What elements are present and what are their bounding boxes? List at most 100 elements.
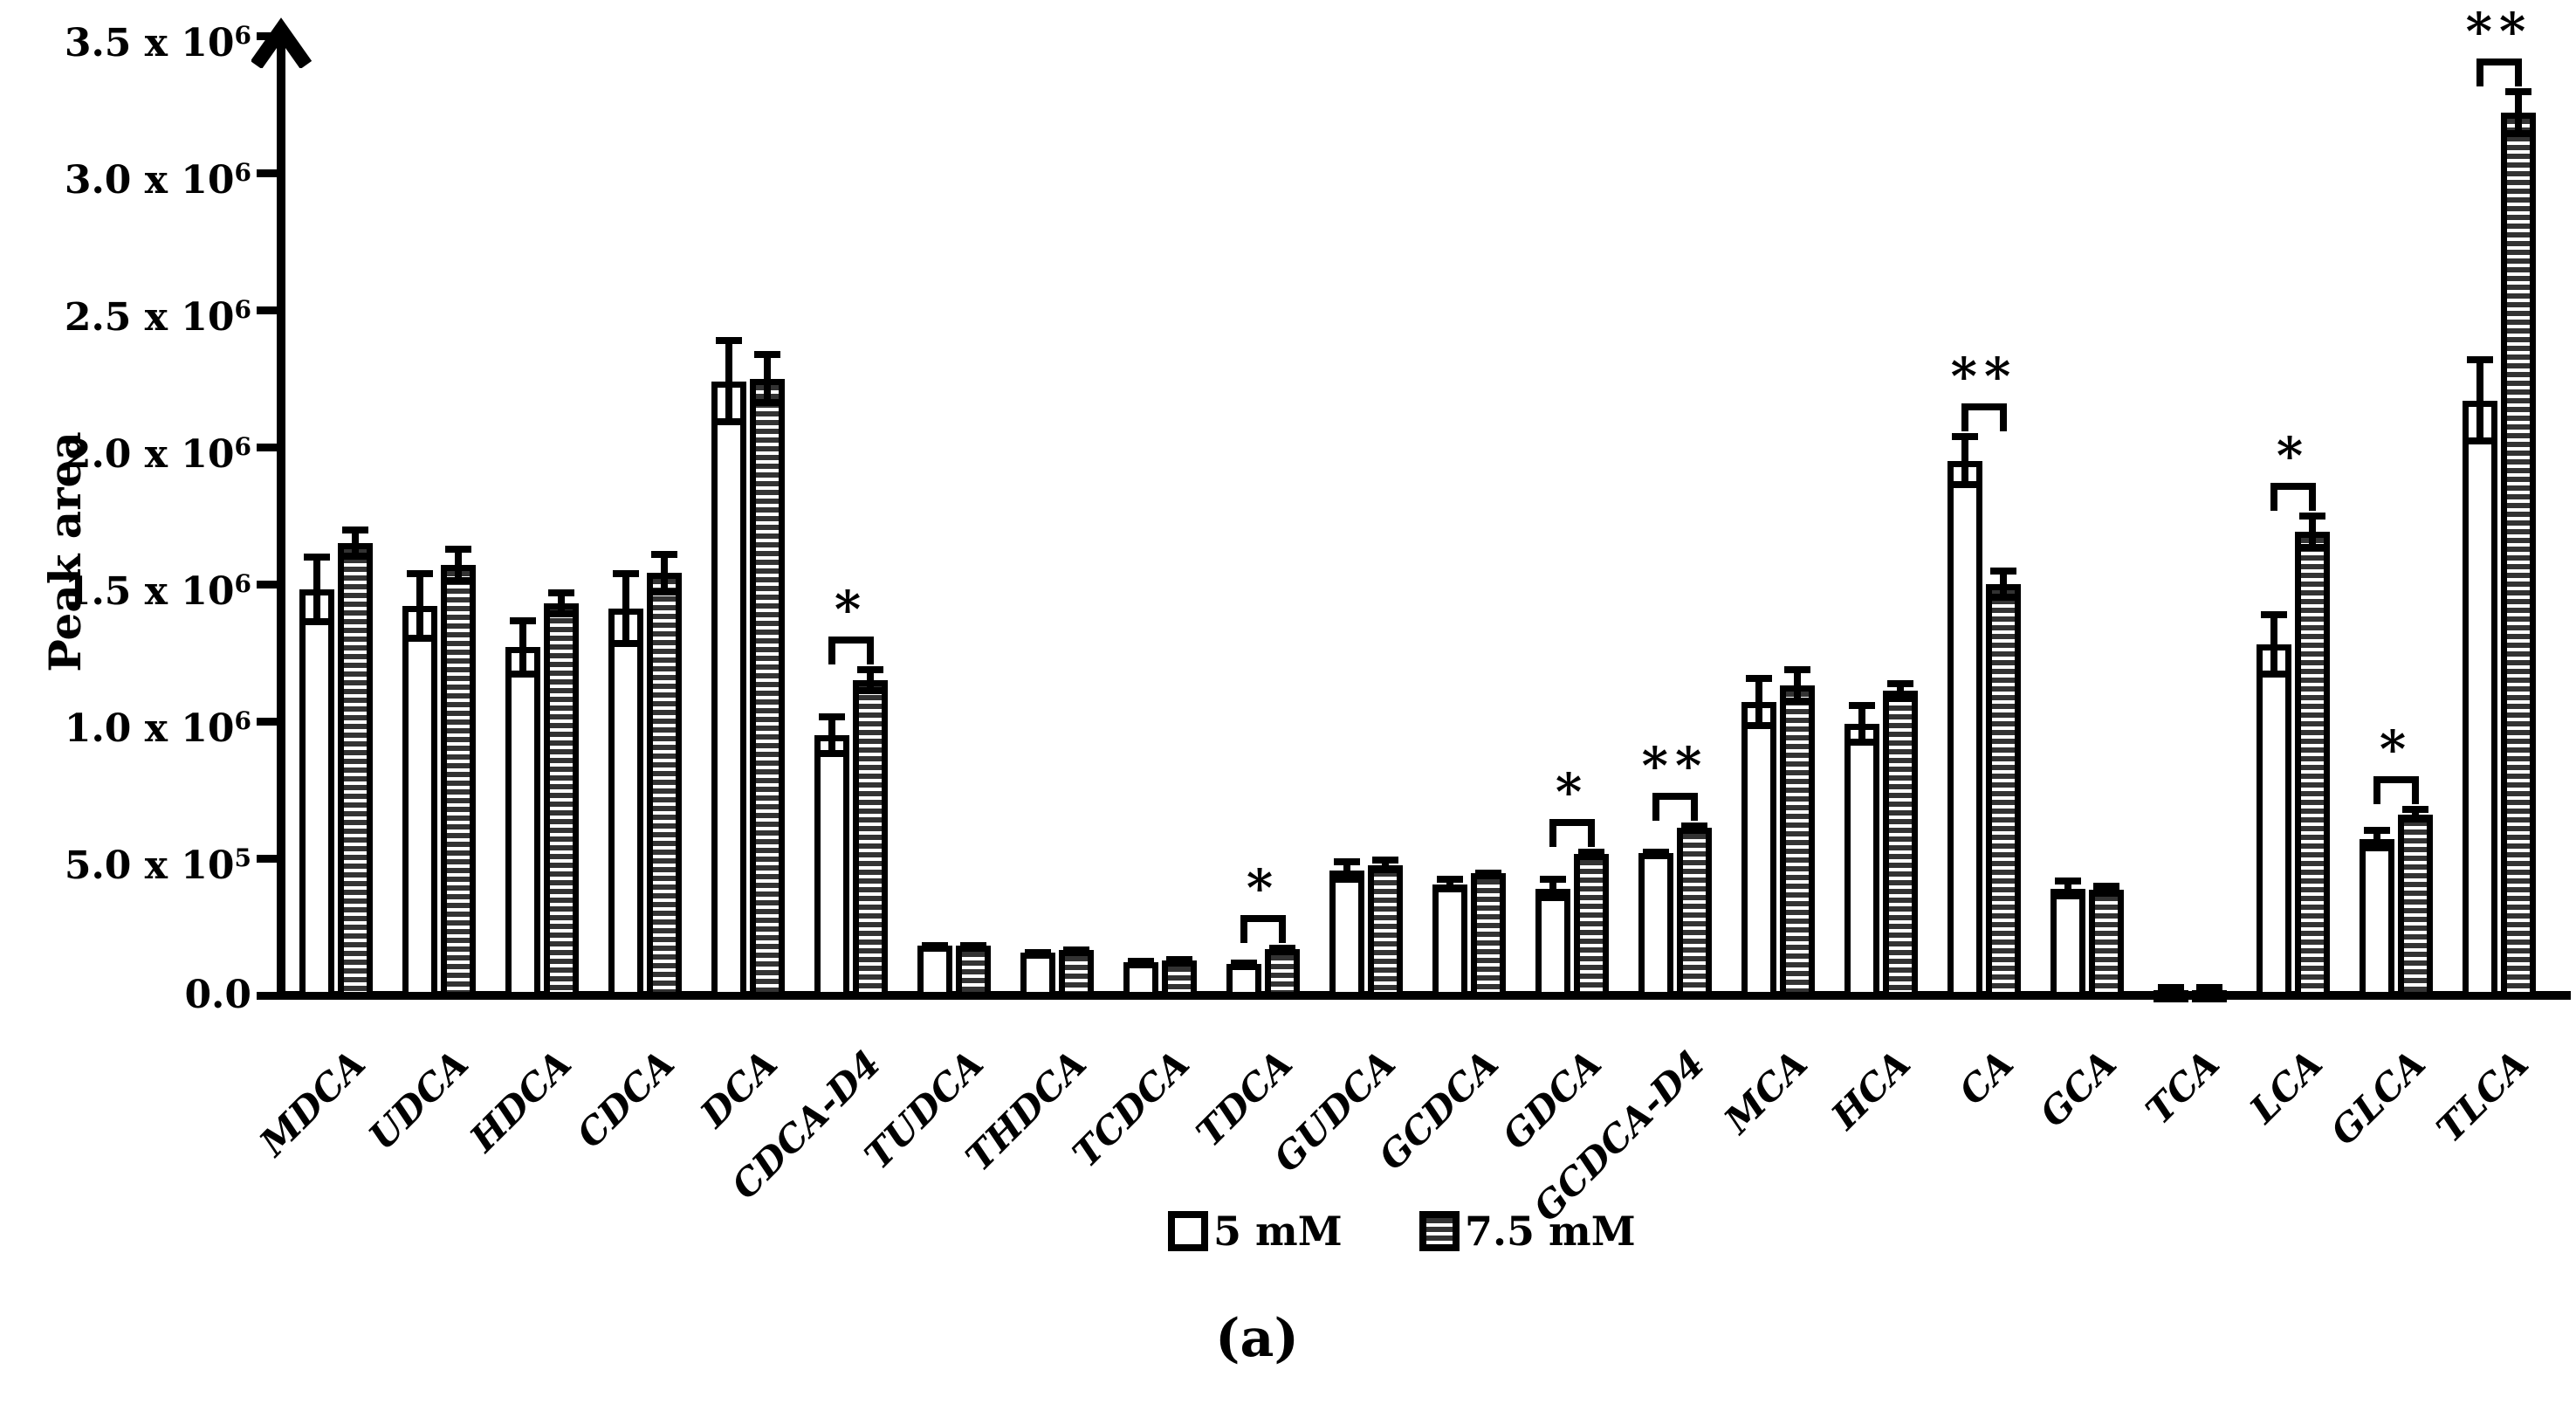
bar-TUDCA-7.5mM	[956, 946, 991, 998]
error-bar-cap	[651, 588, 677, 595]
error-bar-cap	[1372, 866, 1398, 874]
error-bar-cap	[445, 577, 471, 584]
error-bar-line	[2309, 513, 2316, 552]
y-tick-label: 5.0 x 105	[64, 843, 251, 888]
sig-stars-GCDCA-D4: **	[1641, 736, 1709, 796]
bar-TCDCA-5mM	[1123, 961, 1158, 998]
error-bar-cap	[2261, 670, 2287, 678]
y-tick-label: 1.5 x 106	[64, 569, 251, 614]
error-bar-cap	[304, 554, 330, 561]
legend-item-5mM: 5 mM	[1168, 1210, 1343, 1252]
error-bar-cap	[1887, 679, 1913, 687]
error-bar-line	[455, 546, 462, 584]
error-bar-line	[1446, 876, 1453, 893]
error-bar-cap	[857, 686, 883, 694]
error-bar-line	[416, 570, 423, 642]
error-bar-cap	[1887, 695, 1913, 703]
error-bar-cap	[445, 546, 471, 554]
sig-bracket-GLCA	[2373, 776, 2419, 805]
error-bar-cap	[819, 712, 845, 720]
sig-stars-GDCA: *	[1555, 762, 1590, 822]
error-bar-cap	[651, 551, 677, 559]
error-bar-cap	[2364, 826, 2390, 834]
bar-MDCA-5mM	[299, 589, 334, 998]
error-bar-cap	[304, 618, 330, 626]
bar-MCA-7.5mM	[1780, 685, 1815, 998]
y-axis-line	[277, 33, 285, 995]
error-bar-cap	[1784, 698, 1810, 706]
error-bar-cap	[1231, 960, 1257, 968]
error-bar-cap	[1578, 852, 1604, 860]
error-bar-cap	[2467, 437, 2493, 444]
bar-HCA-7.5mM	[1883, 691, 1918, 998]
y-tick-label: 1.0 x 106	[64, 706, 251, 751]
error-bar-line	[1343, 858, 1350, 884]
bar-HDCA-5mM	[505, 647, 540, 998]
error-bar-cap	[2299, 544, 2325, 552]
sig-bracket-CDCA-D4	[828, 637, 874, 665]
error-bar-line	[2412, 806, 2419, 823]
bar-GCDCA-D4-5mM	[1638, 852, 1673, 998]
y-tick	[257, 992, 281, 1000]
error-bar-cap	[2158, 988, 2184, 996]
error-bar-cap	[1540, 876, 1566, 884]
error-bar-cap	[342, 527, 368, 534]
bar-LCA-7.5mM	[2295, 532, 2330, 998]
bar-CDCA-D4-5mM	[814, 734, 849, 998]
legend-label-7.5mM: 7.5 mM	[1465, 1208, 1636, 1255]
sig-stars-TDCA: *	[1246, 857, 1281, 918]
error-bar-cap	[1681, 826, 1707, 834]
sig-stars-CA: **	[1950, 347, 2018, 407]
bar-HDCA-7.5mM	[544, 602, 579, 998]
error-bar-cap	[857, 666, 883, 674]
y-tick-label: 2.5 x 106	[64, 295, 251, 340]
bar-UDCA-7.5mM	[441, 565, 476, 998]
error-bar-cap	[1746, 722, 1772, 730]
error-bar-cap	[510, 670, 536, 678]
error-bar-cap	[922, 943, 948, 951]
error-bar-cap	[1990, 568, 2016, 575]
error-bar-cap	[1437, 876, 1463, 884]
error-bar-cap	[1578, 849, 1604, 856]
bar-GCDCA-5mM	[1432, 884, 1467, 998]
error-bar-cap	[754, 351, 780, 359]
y-tick-label: 2.0 x 106	[64, 432, 251, 477]
error-bar-line	[1755, 674, 1762, 730]
bar-TDCA-7.5mM	[1265, 948, 1300, 998]
bar-DCA-7.5mM	[750, 378, 785, 998]
bar-TUDCA-5mM	[917, 946, 952, 998]
bar-TLCA-5mM	[2463, 400, 2497, 998]
error-bar-line	[828, 712, 835, 757]
error-bar-cap	[1746, 674, 1772, 682]
bar-CA-7.5mM	[1986, 584, 2021, 998]
x-axis-line	[277, 991, 2571, 1000]
error-bar-cap	[1063, 946, 1089, 953]
error-bar-line	[2270, 611, 2277, 678]
bar-CDCA-5mM	[608, 609, 643, 998]
sig-stars-TLCA: **	[2465, 1, 2533, 61]
error-bar-cap	[2261, 611, 2287, 619]
bar-GCA-5mM	[2050, 888, 2085, 998]
error-bar-line	[519, 616, 526, 678]
error-bar-cap	[1269, 946, 1295, 953]
bar-GCDCA-D4-7.5mM	[1677, 828, 1712, 998]
sig-bracket-TLCA	[2476, 58, 2522, 86]
legend-swatch-7.5mM-icon	[1419, 1211, 1460, 1251]
bar-GCDCA-7.5mM	[1471, 873, 1506, 998]
y-tick-label: 0.0	[184, 973, 251, 1017]
error-bar-cap	[2093, 889, 2119, 897]
error-bar-cap	[1334, 876, 1360, 884]
error-bar-line	[725, 337, 732, 425]
sig-stars-CDCA-D4: *	[834, 580, 869, 640]
error-bar-line	[1549, 876, 1556, 901]
error-bar-line	[661, 551, 668, 595]
error-bar-line	[352, 527, 359, 560]
error-bar-line	[1961, 433, 1968, 489]
bar-LCA-5mM	[2257, 644, 2291, 998]
error-bar-cap	[716, 337, 742, 345]
bar-GLCA-7.5mM	[2398, 814, 2433, 998]
error-bar-cap	[1025, 949, 1051, 957]
y-tick	[257, 718, 281, 726]
error-bar-line	[2000, 568, 2007, 601]
error-bar-cap	[1437, 885, 1463, 893]
